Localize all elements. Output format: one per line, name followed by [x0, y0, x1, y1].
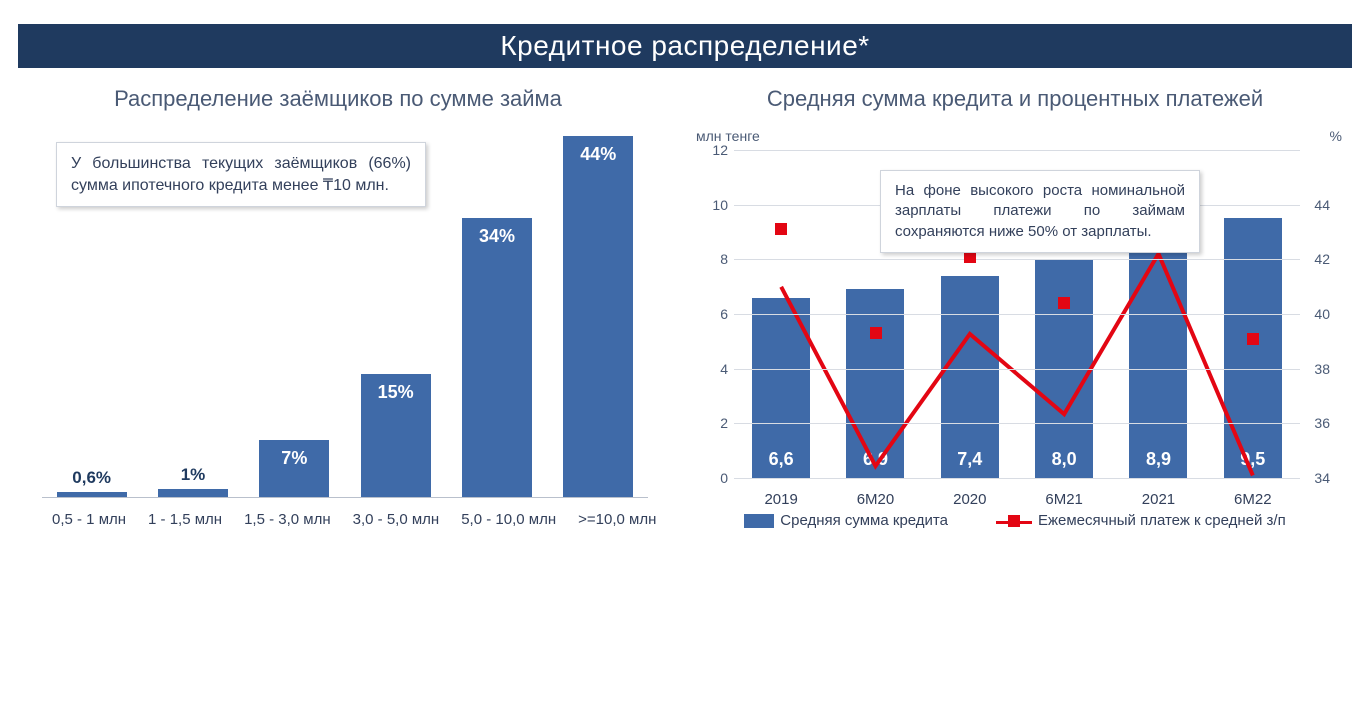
line-marker: [775, 223, 787, 235]
bar-value-label: 1%: [181, 465, 206, 485]
x-label: 1 - 1,5 млн: [148, 511, 222, 528]
right-combo-chart: млн тенге % На фоне высокого роста номин…: [688, 128, 1342, 508]
grid-line: [734, 423, 1300, 424]
grid-line: [734, 369, 1300, 370]
bar: 34%: [462, 218, 532, 497]
y-left-tick: 8: [704, 251, 728, 267]
y-right-tick: 42: [1314, 251, 1330, 267]
left-subtitle: Распределение заёмщиков по сумме займа: [18, 86, 658, 112]
line-swatch-icon: [996, 514, 1032, 528]
line-marker: [1058, 297, 1070, 309]
grid-line: [734, 150, 1300, 151]
x-label: 2021: [1111, 491, 1205, 508]
x-label: 1,5 - 3,0 млн: [244, 511, 331, 528]
page-title: Кредитное распределение*: [18, 24, 1352, 68]
y-right-tick: 40: [1314, 306, 1330, 322]
y-right-tick: 38: [1314, 361, 1330, 377]
left-callout: У большинства текущих заёмщиков (66%) су…: [56, 142, 426, 207]
panel-avg-loan: Средняя сумма кредита и процентных плате…: [678, 82, 1352, 568]
x-label: 5,0 - 10,0 млн: [461, 511, 556, 528]
panel-borrower-distribution: Распределение заёмщиков по сумме займа У…: [18, 82, 658, 568]
x-label: 6М20: [828, 491, 922, 508]
grid-line: [734, 314, 1300, 315]
bar: 0,6%: [57, 492, 127, 497]
y-right-tick: 44: [1314, 197, 1330, 213]
y-left-tick: 12: [704, 142, 728, 158]
panels: Распределение заёмщиков по сумме займа У…: [18, 82, 1352, 568]
bar-4: 34%: [457, 128, 536, 497]
bar: 7%: [259, 440, 329, 497]
line-marker: [1247, 333, 1259, 345]
right-callout: На фоне высокого роста номинальной зарпл…: [880, 170, 1200, 253]
bar-value-label: 0,6%: [72, 468, 111, 488]
y-left-tick: 2: [704, 415, 728, 431]
bar-value-label: 44%: [580, 144, 616, 165]
x-label: 0,5 - 1 млн: [52, 511, 126, 528]
y-left-tick: 4: [704, 361, 728, 377]
line-marker: [870, 327, 882, 339]
bar: 1%: [158, 489, 228, 497]
x-label: >=10,0 млн: [578, 511, 656, 528]
bar: 15%: [361, 374, 431, 497]
right-subtitle: Средняя сумма кредита и процентных плате…: [678, 86, 1352, 112]
bar-value-label: 7%: [281, 448, 307, 469]
grid-line: [734, 259, 1300, 260]
y-right-title: %: [1330, 128, 1342, 144]
line-path: [781, 254, 1253, 476]
y-right-tick: 34: [1314, 470, 1330, 486]
bar-value-label: 34%: [479, 226, 515, 247]
y-right-tick: 36: [1314, 415, 1330, 431]
x-label: 3,0 - 5,0 млн: [353, 511, 440, 528]
bar-5: 44%: [559, 128, 638, 497]
y-left-tick: 0: [704, 470, 728, 486]
y-left-tick: 6: [704, 306, 728, 322]
x-label: 2020: [923, 491, 1017, 508]
grid-line: [734, 478, 1300, 479]
right-combo-wrap: млн тенге % На фоне высокого роста номин…: [678, 128, 1352, 568]
bar: 44%: [563, 136, 633, 497]
x-label: 6М22: [1206, 491, 1300, 508]
bar-value-label: 15%: [378, 382, 414, 403]
x-label: 2019: [734, 491, 828, 508]
x-label: 6М21: [1017, 491, 1111, 508]
y-left-tick: 10: [704, 197, 728, 213]
